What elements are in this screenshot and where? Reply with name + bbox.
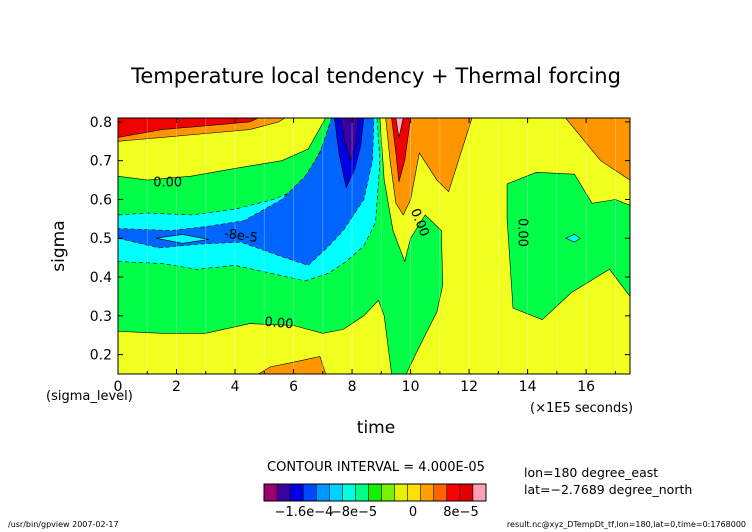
- colorbar-swatch: [368, 484, 382, 501]
- colorbar-swatch: [472, 484, 487, 501]
- colorbar-label: 8e−5: [443, 505, 478, 520]
- field-orange-right-2: [565, 118, 630, 181]
- colorbar-swatch: [316, 484, 330, 501]
- colorbar-frame: [263, 483, 487, 502]
- field-cyan-right-spot: [564, 234, 581, 243]
- colorbar-swatch: [433, 484, 448, 501]
- colorbar-swatch: [303, 484, 317, 501]
- x-axis: 0 2 4 6 8 10 12 14 16: [114, 118, 616, 395]
- longitude-info: lon=180 degree_east: [524, 465, 658, 480]
- x-tick-label: 6: [289, 379, 298, 395]
- x-tick-label: 0: [114, 379, 123, 395]
- field-cyan-core-left: [155, 234, 209, 244]
- contour-field: [118, 118, 630, 374]
- colorbar-swatch: [394, 484, 408, 501]
- colorbar-swatch: [407, 484, 422, 501]
- chart-title: Temperature local tendency + Thermal for…: [130, 64, 621, 88]
- colorbar-label: −1.6e−4: [275, 505, 334, 520]
- y-tick-label: 0.6: [90, 192, 112, 208]
- contour-label: 0.00: [264, 315, 294, 332]
- y-axis-label: sigma: [49, 220, 69, 271]
- y-tick-label: 0.4: [90, 270, 112, 286]
- field-negative-lightblue: [118, 118, 375, 266]
- x-tick-label: 2: [172, 379, 181, 395]
- colorbar-swatch: [355, 484, 369, 501]
- x-sublabel: (sigma_level): [46, 389, 133, 404]
- x-tick-label: 10: [402, 379, 420, 395]
- plot-frame: [117, 117, 631, 375]
- colorbar: −1.6e−4−8e−5 0 8e−5: [263, 483, 487, 520]
- colorbar-swatch: [342, 484, 356, 501]
- colorbar-swatch: [381, 484, 395, 501]
- colorbar-swatch: [329, 484, 343, 501]
- colorbar-swatch: [459, 484, 474, 501]
- x-tick-label: 16: [577, 379, 595, 395]
- contour-label: 0.00: [514, 218, 529, 247]
- field-pink-spike: [395, 118, 404, 138]
- footer-right: result.nc@xyz_DTempDt_tf,lon=180,lat=0,t…: [507, 520, 746, 529]
- footer-left: /usr/bin/gpview 2007-02-17: [8, 520, 119, 529]
- field-negative-right: [506, 171, 630, 321]
- y-tick-label: 0.8: [90, 115, 112, 131]
- y-tick-label: 0.7: [90, 154, 112, 170]
- x-tick-label: 4: [231, 379, 240, 395]
- colorbar-label: 0: [409, 505, 417, 520]
- latitude-info: lat=−2.7689 degree_north: [524, 482, 692, 497]
- x-tick-label: 8: [348, 379, 357, 395]
- contour-label: -8e-5: [223, 227, 259, 247]
- contour-label: 0.00: [153, 176, 182, 191]
- colorbar-swatch: [420, 484, 435, 501]
- y-axis: 0.2 0.3 0.4 0.5 0.6 0.7 0.8: [90, 115, 630, 364]
- colorbar-swatch: [264, 484, 278, 501]
- field-red-spike: [391, 118, 411, 183]
- contour-interval-text: CONTOUR INTERVAL = 4.000E-05: [267, 460, 485, 475]
- y-tick-label: 0.5: [90, 231, 112, 247]
- x-axis-label: time: [357, 418, 395, 438]
- field-red-bottom: [118, 118, 259, 138]
- x-units-label: (×1E5 seconds): [530, 401, 633, 416]
- colorbar-swatch: [290, 484, 304, 501]
- x-tick-label: 14: [519, 379, 537, 395]
- field-dark-core: [340, 118, 359, 162]
- colorbar-swatch: [446, 484, 461, 501]
- field-orange-top: [257, 356, 327, 374]
- y-tick-label: 0.2: [90, 348, 112, 364]
- x-tick-label: 12: [460, 379, 478, 395]
- colorbar-label: −8e−5: [331, 505, 377, 520]
- y-tick-label: 0.3: [90, 309, 112, 325]
- contour-labels: 0.00-8e-50.000.00 0.00: [153, 176, 529, 333]
- colorbar-swatch: [277, 484, 291, 501]
